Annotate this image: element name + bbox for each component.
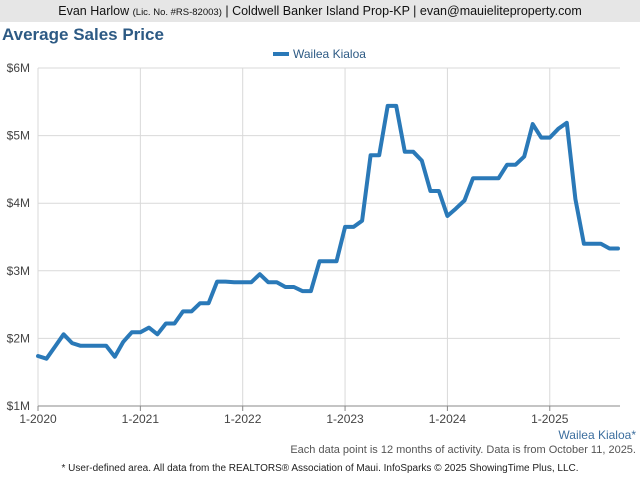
x-tick-label: 1-2024 — [429, 412, 467, 426]
y-tick-label: $2M — [7, 331, 30, 345]
brokerage-contact: | Coldwell Banker Island Prop-KP | evan@… — [225, 4, 582, 18]
gridlines — [37, 67, 620, 407]
y-tick-label: $6M — [7, 61, 30, 75]
area-label: Wailea Kialoa* — [558, 428, 636, 442]
y-tick-label: $5M — [7, 129, 30, 143]
legend: Wailea Kialoa — [273, 47, 366, 61]
legend-label: Wailea Kialoa — [293, 47, 366, 61]
x-tick-label: 1-2025 — [531, 412, 569, 426]
y-tick-label: $4M — [7, 196, 30, 210]
series-layer — [36, 103, 620, 361]
x-tick-label: 1-2021 — [122, 412, 160, 426]
agent-name: Evan Harlow — [58, 4, 130, 18]
x-tick-label: 1-2023 — [326, 412, 364, 426]
y-tick-label: $1M — [7, 399, 30, 413]
y-tick-label: $3M — [7, 264, 30, 278]
license-number: (Lic. No. #RS-82003) — [132, 7, 222, 18]
source-note: * User-defined area. All data from the R… — [61, 463, 579, 474]
footnote: Each data point is 12 months of activity… — [290, 444, 636, 456]
series-line — [36, 103, 620, 361]
x-tick-label: 1-2020 — [19, 412, 57, 426]
axes: $1M $2M $3M $4M $5M $6M 1-2020 1-2021 1-2022 1-20… — [7, 61, 620, 426]
header-bar: Evan Harlow (Lic. No. #RS-82003) | Coldw… — [0, 0, 640, 22]
x-tick-label: 1-2022 — [224, 412, 262, 426]
chart-title: Average Sales Price — [2, 25, 164, 44]
